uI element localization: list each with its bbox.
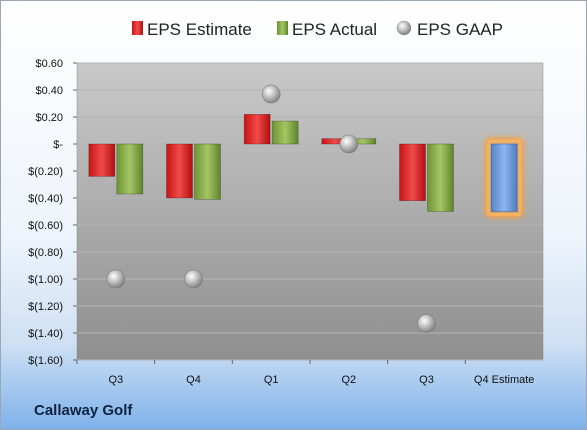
- bars: [88, 114, 524, 218]
- legend-swatch-eps-gaap: [396, 20, 412, 36]
- y-tick-label: $(1.20): [28, 301, 63, 313]
- bar-eps-actual: [116, 143, 144, 195]
- bar-eps-actual: [271, 120, 299, 145]
- y-tick-label: $0.60: [35, 58, 63, 70]
- y-tick-label: $(0.20): [28, 166, 63, 178]
- marker-eps-gaap: [184, 269, 203, 289]
- bar-eps-estimate: [166, 143, 193, 199]
- marker-eps-gaap: [417, 314, 436, 333]
- legend-label-eps-gaap: EPS GAAP: [417, 20, 503, 39]
- bar-eps-estimate: [399, 143, 426, 202]
- y-tick-label: $(1.00): [28, 274, 63, 286]
- x-tick-label: Q1: [264, 374, 279, 386]
- marker-eps-gaap: [261, 84, 281, 104]
- x-tick-label: Q4: [186, 374, 201, 386]
- marker-eps-gaap: [106, 269, 126, 289]
- y-axis: $0.60 $0.40 $0.20 $- $(0.20) $(0.40) $(0.60) $(…: [28, 58, 77, 367]
- y-tick-label: $(1.40): [28, 328, 63, 340]
- company-name: Callaway Golf: [34, 402, 133, 419]
- x-tick-label: Q3: [108, 374, 123, 386]
- q4-estimate-outline: [486, 139, 522, 216]
- bar-q4-estimate: [490, 143, 518, 212]
- legend-swatch-eps-estimate: [132, 21, 143, 35]
- legend-label-eps-estimate: EPS Estimate: [147, 20, 252, 39]
- y-tick-label: $(0.60): [28, 220, 63, 232]
- y-tick-label: $(0.40): [28, 193, 63, 205]
- legend-label-eps-actual: EPS Actual: [292, 20, 377, 39]
- legend: EPS Estimate EPS Actual EPS GAAP: [132, 20, 503, 39]
- bar-eps-actual: [194, 143, 221, 200]
- x-tick-label: Q3: [419, 374, 434, 386]
- bar-eps-actual: [427, 143, 454, 212]
- x-tick-label: Q2: [341, 374, 356, 386]
- y-tick-label: $-: [53, 139, 63, 151]
- bar-eps-estimate: [243, 114, 271, 145]
- legend-swatch-eps-actual: [277, 21, 288, 35]
- y-tick-label: $(1.60): [28, 355, 63, 367]
- x-tick-label: Q4 Estimate: [474, 374, 535, 386]
- marker-eps-gaap: [339, 134, 359, 154]
- y-tick-label: $(0.80): [28, 247, 63, 259]
- y-tick-label: $0.40: [35, 85, 63, 97]
- eps-gaap-markers: [106, 84, 436, 333]
- y-tick-label: $0.20: [35, 112, 63, 124]
- plot-area: [76, 62, 544, 361]
- x-axis: Q3 Q4 Q1 Q2 Q3 Q4 Estimate: [76, 360, 535, 386]
- bar-eps-estimate: [88, 143, 116, 177]
